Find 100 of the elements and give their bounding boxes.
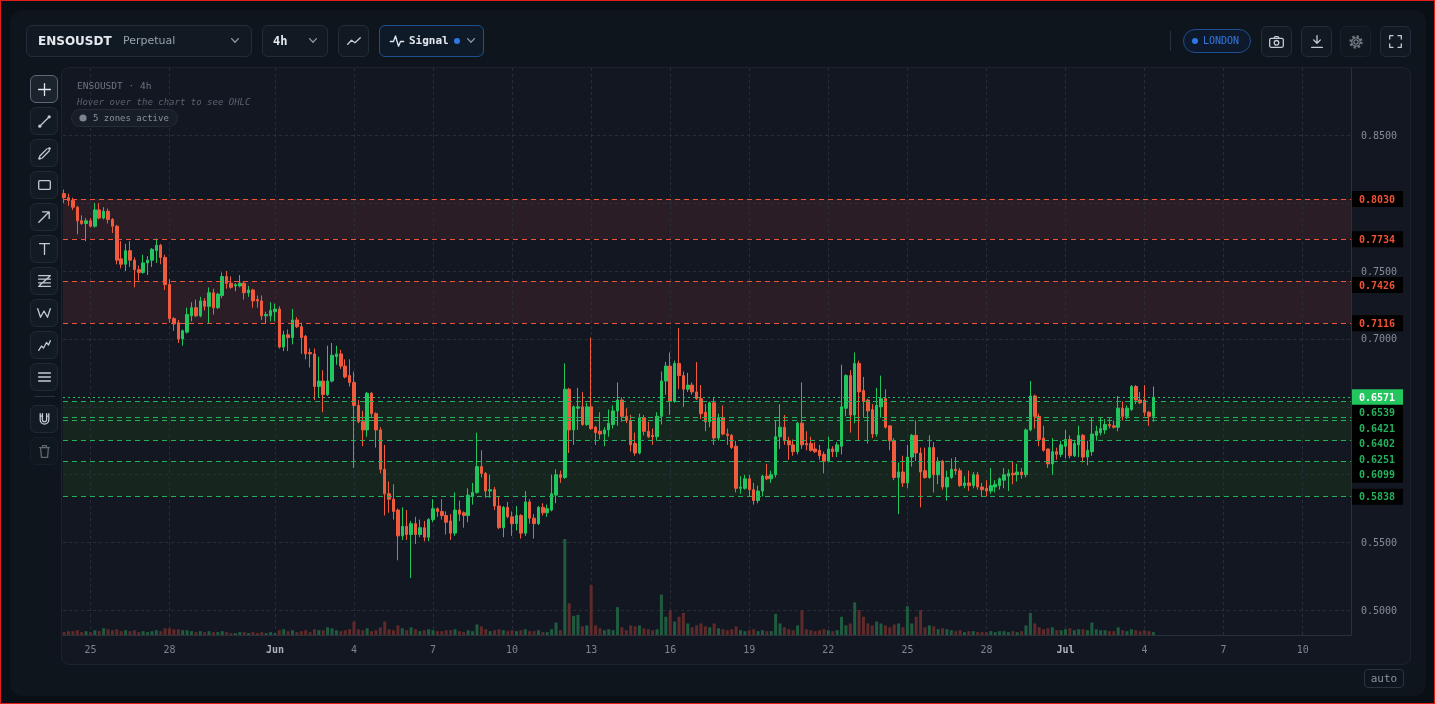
y-tick-label: 0.8500 (1361, 129, 1398, 141)
candlestick (260, 294, 263, 321)
bar (299, 631, 303, 635)
bar (1125, 631, 1129, 635)
bar (831, 631, 835, 635)
candlestick (93, 202, 97, 229)
bar (536, 630, 540, 635)
candlestick (827, 436, 830, 464)
bar (602, 630, 606, 635)
bar (84, 631, 88, 635)
bar (317, 630, 321, 635)
candlestick (286, 328, 290, 352)
ref-line-label: 0.5838 (1358, 491, 1396, 503)
bar (892, 624, 896, 635)
bar (1011, 631, 1015, 635)
bar (66, 631, 70, 635)
bar (343, 630, 347, 635)
x-tick-label: 25 (901, 643, 914, 655)
bar (488, 631, 492, 635)
bar (176, 629, 180, 635)
bar (883, 625, 887, 635)
bar (651, 630, 655, 635)
bar (71, 631, 75, 635)
bar (75, 630, 79, 635)
candlestick (901, 455, 905, 488)
bar (132, 630, 136, 635)
bar (1099, 630, 1103, 635)
bar (1116, 627, 1120, 635)
x-tick-label: Jun (265, 643, 284, 655)
candlestick (238, 274, 242, 288)
bar (888, 627, 892, 635)
bar (1002, 631, 1006, 635)
bar (312, 629, 316, 635)
bar (875, 621, 879, 635)
candlestick (791, 438, 795, 457)
bar (422, 630, 426, 635)
bar (102, 628, 106, 635)
bar (1020, 631, 1024, 635)
bar (440, 631, 444, 635)
ref-line-label: 0.6571 (1358, 391, 1396, 403)
bar (356, 629, 360, 635)
bar (225, 632, 229, 635)
bar (585, 625, 589, 635)
bar (506, 631, 510, 635)
bar (580, 626, 584, 635)
bar (743, 631, 747, 635)
candlestick (418, 519, 422, 538)
x-tick-label: 16 (664, 643, 677, 655)
candlestick (849, 369, 852, 434)
candlestick (941, 459, 944, 491)
ref-line-label: 0.7734 (1358, 233, 1396, 245)
bar (514, 631, 518, 635)
candlestick (141, 254, 145, 275)
candlestick (84, 217, 88, 242)
candlestick (466, 487, 470, 523)
candlestick (686, 372, 690, 393)
bar (269, 632, 273, 635)
interval-dropdown: 4h (262, 25, 328, 57)
bar (1081, 629, 1085, 635)
candlestick (519, 513, 523, 540)
bar (1028, 612, 1032, 635)
bar (598, 628, 602, 635)
candlestick (1077, 425, 1080, 458)
ref-line-label: 0.6251 (1358, 453, 1396, 465)
bar (282, 629, 286, 635)
bar (791, 630, 795, 635)
candlestick (453, 491, 457, 537)
candlestick (743, 474, 747, 491)
bar (848, 623, 852, 635)
bar (901, 627, 905, 635)
bar (484, 629, 488, 635)
candlestick (502, 505, 505, 538)
bar (330, 628, 334, 635)
bar (260, 632, 264, 635)
bar (334, 630, 338, 635)
signal-dropdown: Signal (379, 25, 484, 57)
candlestick (712, 396, 716, 446)
bar (567, 603, 571, 635)
bar (954, 631, 958, 635)
ref-line-label: 0.7116 (1358, 317, 1396, 329)
bar (927, 625, 931, 635)
bar (339, 631, 343, 635)
bar (589, 585, 593, 635)
bar (980, 632, 984, 635)
bar (646, 629, 650, 635)
bar (962, 632, 966, 635)
candlestick (796, 421, 799, 455)
bar (115, 629, 119, 635)
bar (528, 631, 532, 635)
bar (804, 629, 808, 635)
bar (220, 631, 224, 635)
bar (659, 594, 663, 635)
candlestick (932, 441, 935, 493)
bar (242, 632, 246, 635)
candlestick (967, 470, 971, 492)
candlestick (638, 413, 641, 455)
bar (616, 607, 620, 635)
bar (708, 627, 712, 635)
bar (1068, 628, 1072, 635)
bar (967, 631, 971, 635)
